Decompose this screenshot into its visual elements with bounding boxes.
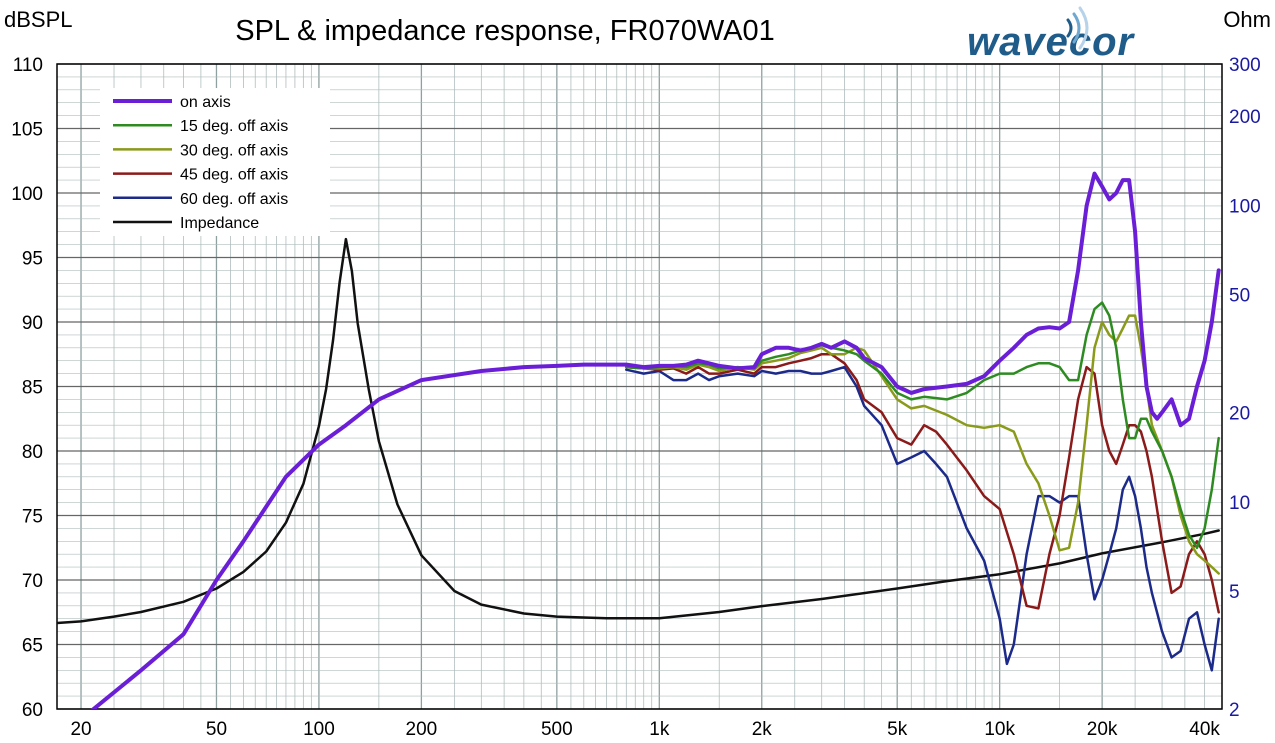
y-tick-label: 110 (13, 55, 43, 76)
plot-border (56, 63, 1223, 710)
left-axis-unit: dBSPL (4, 7, 73, 32)
y2-tick-label: 100 (1229, 196, 1261, 217)
y-tick-label: 75 (22, 507, 43, 528)
series-line-on-axis (90, 171, 1221, 709)
y2-tick-label: 2 (1229, 700, 1240, 721)
series-line-impedance (57, 237, 1220, 625)
y-tick-label: 100 (11, 184, 43, 205)
legend: on axis 15 deg. off axis 30 deg. off axis 4… (100, 88, 330, 236)
series-line-60-deg-off-axis (625, 365, 1220, 672)
y-tick-label: 60 (22, 700, 43, 721)
x-tick-label: 2k (752, 719, 773, 740)
series-line-45-deg-off-axis (625, 352, 1220, 614)
logo-wordmark: wavecor (967, 20, 1136, 64)
axes: 20 50 100 200 500 1k 2k 5k 10k 20k 40k 60 65 70 75 80 85… (11, 55, 1260, 740)
y2-tick-label: 50 (1229, 286, 1250, 307)
legend-label: 45 deg. off axis (180, 167, 288, 184)
y-tick-label: 70 (22, 571, 43, 592)
legend-background (100, 88, 330, 236)
y2-tick-label: 5 (1229, 582, 1240, 603)
y-tick-label: 65 (22, 636, 43, 657)
x-tick-label: 100 (303, 719, 335, 740)
y2-tick-label: 20 (1229, 404, 1250, 425)
data-series (57, 171, 1221, 709)
chart-title: SPL & impedance response, FR070WA01 (235, 15, 774, 47)
legend-label: Impedance (180, 215, 259, 232)
right-axis-unit: Ohm (1223, 7, 1271, 32)
legend-label: on axis (180, 94, 231, 111)
legend-label: 30 deg. off axis (180, 142, 288, 159)
wave-signal-icon (1066, 6, 1089, 50)
legend-label: 60 deg. off axis (180, 191, 288, 208)
y-tick-label: 85 (22, 378, 43, 399)
y2-tick-label: 200 (1229, 107, 1261, 128)
x-tick-label: 40k (1189, 719, 1220, 740)
y-tick-label: 80 (22, 442, 43, 463)
x-tick-label: 20k (1087, 719, 1118, 740)
legend-label: 15 deg. off axis (180, 118, 288, 135)
y-tick-label: 90 (22, 313, 43, 334)
x-tick-label: 50 (206, 719, 227, 740)
y2-tick-label: 300 (1229, 55, 1261, 76)
x-tick-label: 1k (649, 719, 670, 740)
y2-tick-label: 10 (1229, 493, 1250, 514)
y-tick-label: 95 (22, 249, 43, 270)
x-tick-label: 500 (541, 719, 573, 740)
y-tick-label: 105 (11, 120, 43, 141)
wavecor-logo: wavecor (967, 6, 1136, 64)
x-tick-label: 5k (887, 719, 908, 740)
x-tick-label: 10k (984, 719, 1015, 740)
x-tick-label: 200 (406, 719, 438, 740)
x-tick-label: 20 (70, 719, 91, 740)
